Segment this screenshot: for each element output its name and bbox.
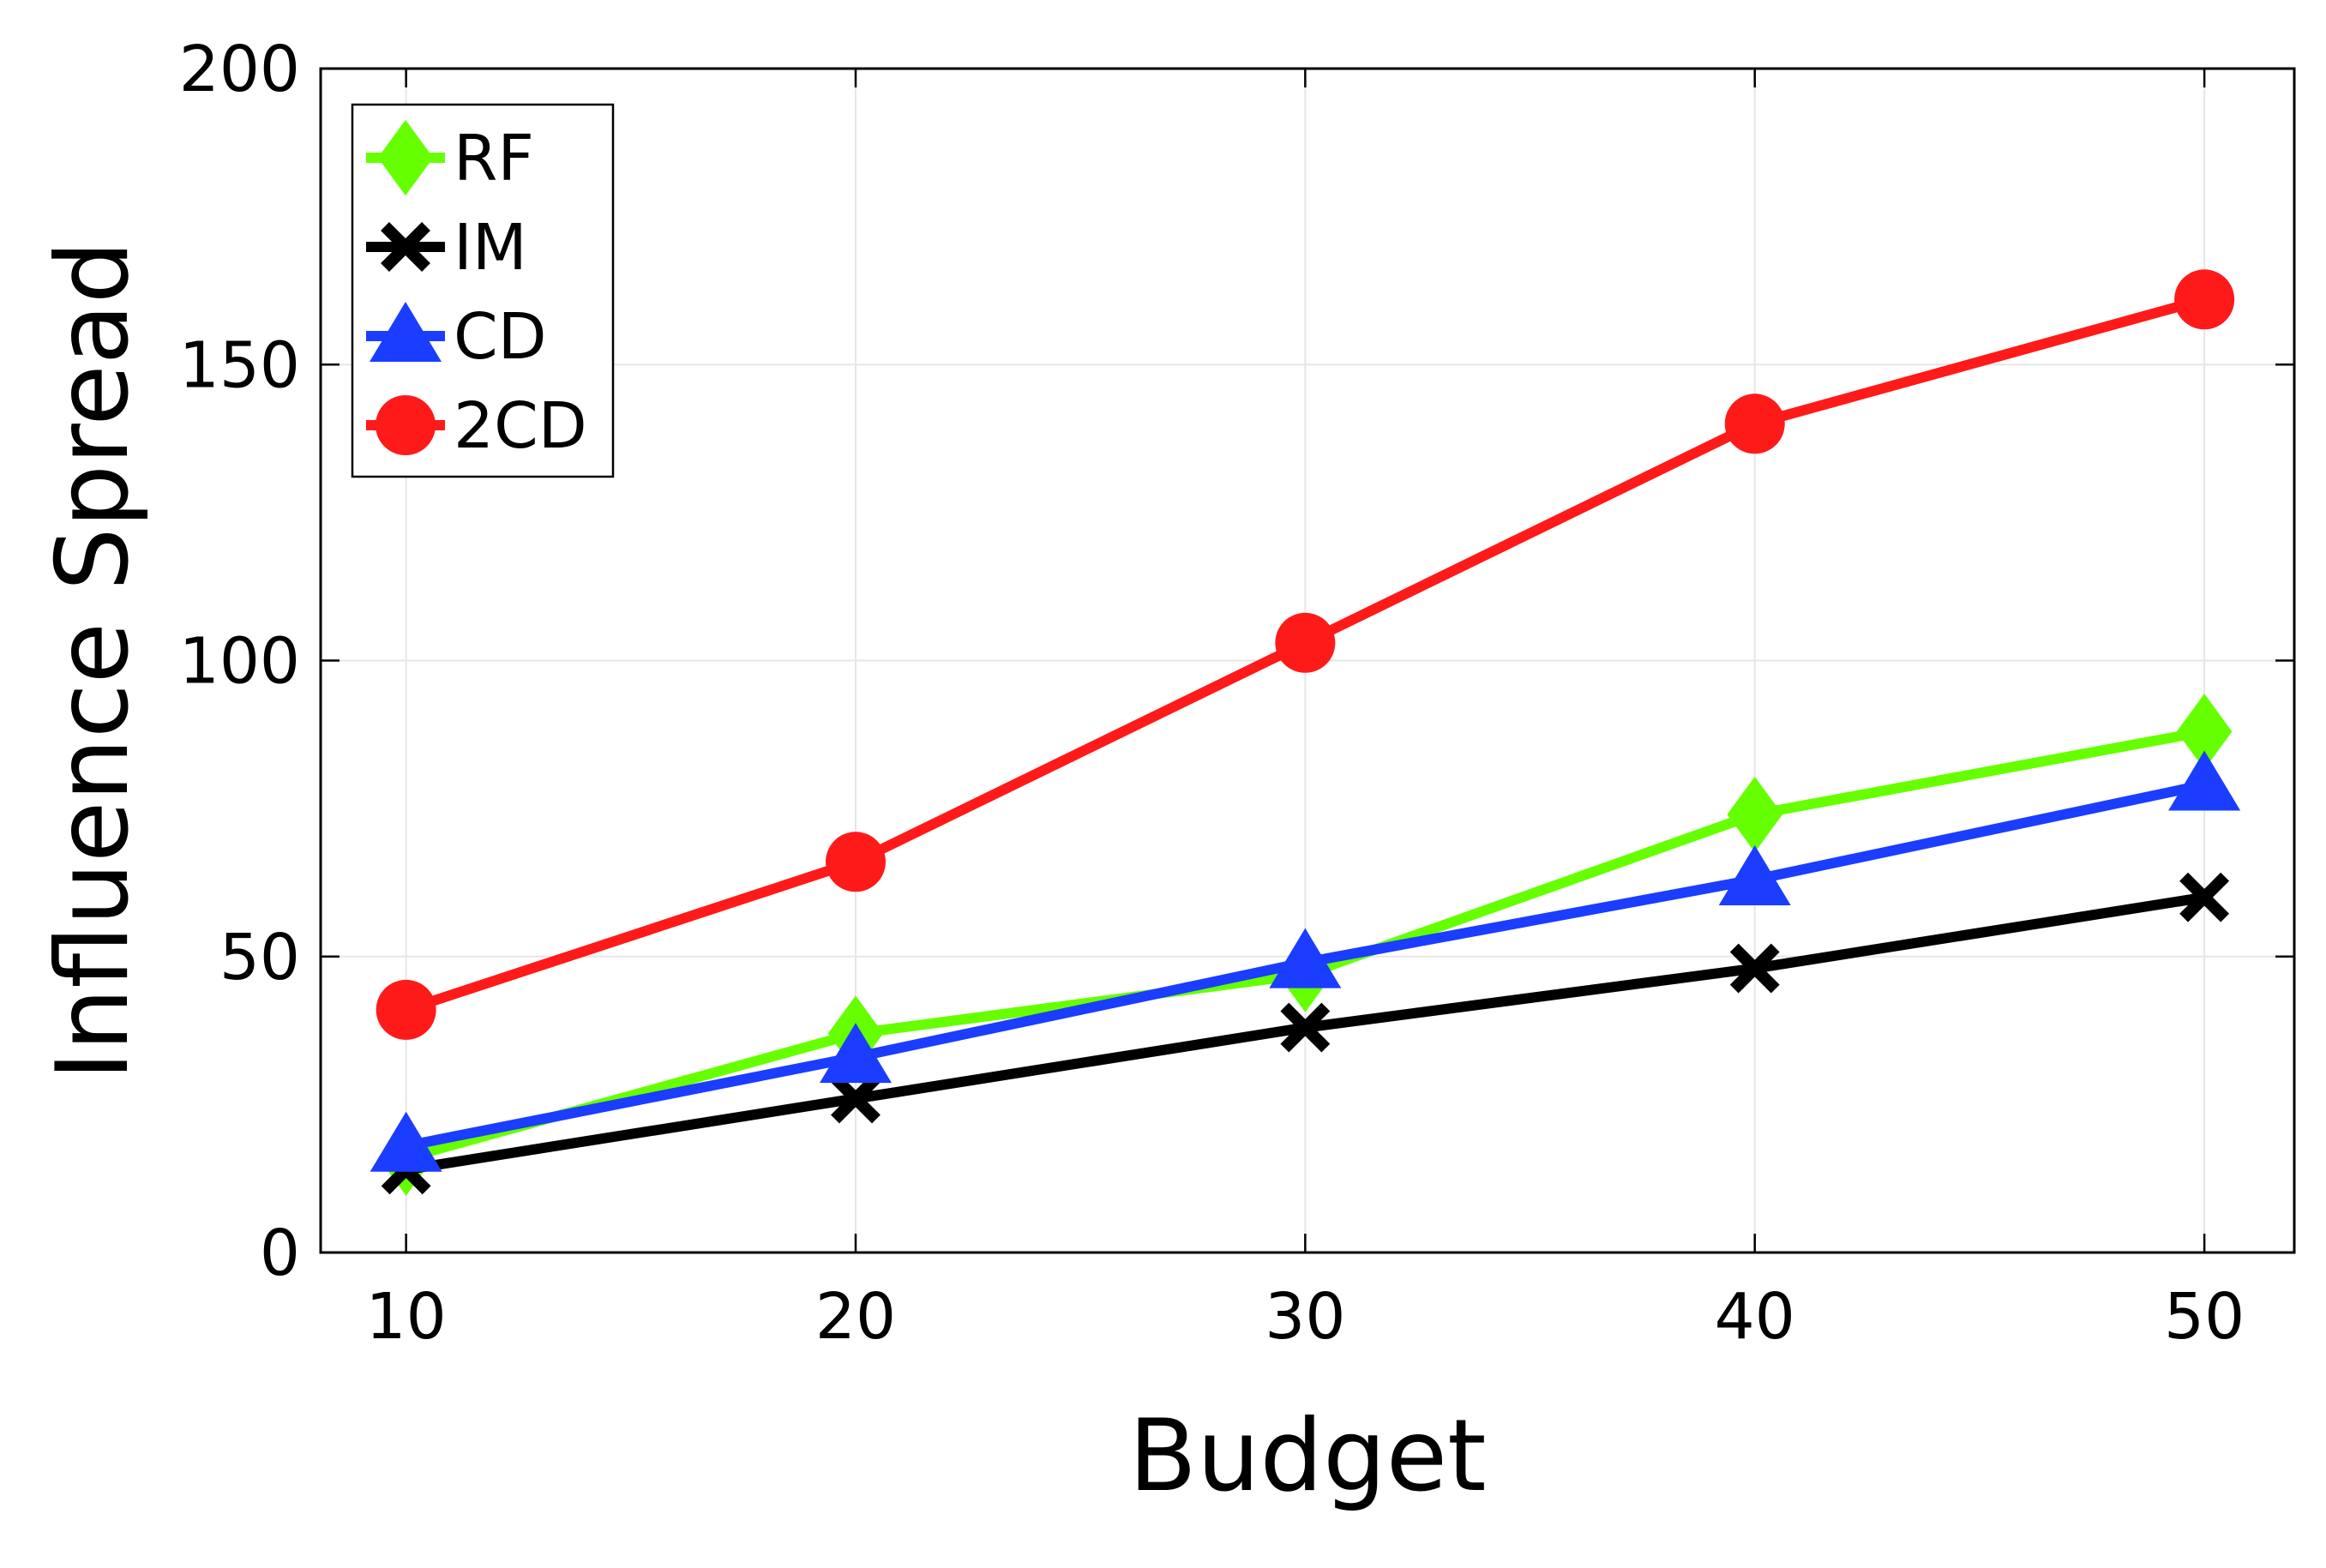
- legend-marker-im: [381, 222, 430, 272]
- data-point-2cd: [826, 832, 887, 892]
- data-point-cd: [820, 1023, 893, 1084]
- legend-marker-rf: [377, 119, 434, 196]
- legend-label-rf: RF: [454, 122, 534, 195]
- data-point-2cd: [376, 979, 436, 1040]
- data-point-rf: [1727, 776, 1783, 853]
- series-2cd: [376, 269, 2235, 1040]
- x-tick-label: 20: [815, 1280, 896, 1354]
- data-point-cd: [1718, 844, 1791, 905]
- series-layer: [370, 269, 2241, 1196]
- tick-labels-layer: 10 20 30 40 50 0 50 100 150 200: [179, 33, 2245, 1354]
- series-cd: [370, 750, 2241, 1172]
- y-tick-label: 200: [179, 33, 300, 106]
- legend-label-im: IM: [454, 211, 527, 285]
- data-point-im: [1280, 1002, 1331, 1053]
- plot-frame: [319, 67, 2296, 1254]
- x-tick-label: 40: [1715, 1280, 1795, 1354]
- data-point-rf: [2176, 694, 2233, 770]
- data-point-cd: [1269, 928, 1342, 988]
- y-tick-label: 100: [179, 625, 300, 699]
- data-point-im: [1729, 943, 1780, 994]
- x-tick-label: 50: [2164, 1280, 2245, 1354]
- y-tick-label: 0: [260, 1217, 300, 1290]
- legend-label-cd: CD: [454, 300, 547, 374]
- legend-label-2cd: 2CD: [454, 389, 587, 463]
- legend-item-2cd: 2CD: [366, 389, 587, 463]
- y-axis-label: Influence Spread: [35, 241, 151, 1081]
- legend-item-rf: RF: [366, 119, 534, 196]
- y-tick-label: 50: [219, 921, 300, 994]
- x-tick-label: 30: [1265, 1280, 1345, 1354]
- legend-item-im: IM: [366, 211, 527, 285]
- data-point-2cd: [2174, 269, 2235, 330]
- data-point-im: [831, 1073, 881, 1124]
- legend-marker-2cd: [376, 395, 436, 455]
- x-axis-label: Budget: [1128, 1398, 1486, 1514]
- data-point-im: [2179, 872, 2230, 922]
- data-point-2cd: [1275, 612, 1336, 673]
- legend-marker-cd: [370, 302, 442, 362]
- legend: RF IM CD 2CD: [351, 103, 615, 478]
- y-tick-label: 150: [179, 328, 300, 402]
- x-tick-label: 10: [366, 1280, 447, 1354]
- legend-item-cd: CD: [366, 300, 547, 374]
- data-point-2cd: [1724, 394, 1785, 454]
- data-point-cd: [370, 1111, 442, 1172]
- data-point-cd: [2168, 750, 2241, 811]
